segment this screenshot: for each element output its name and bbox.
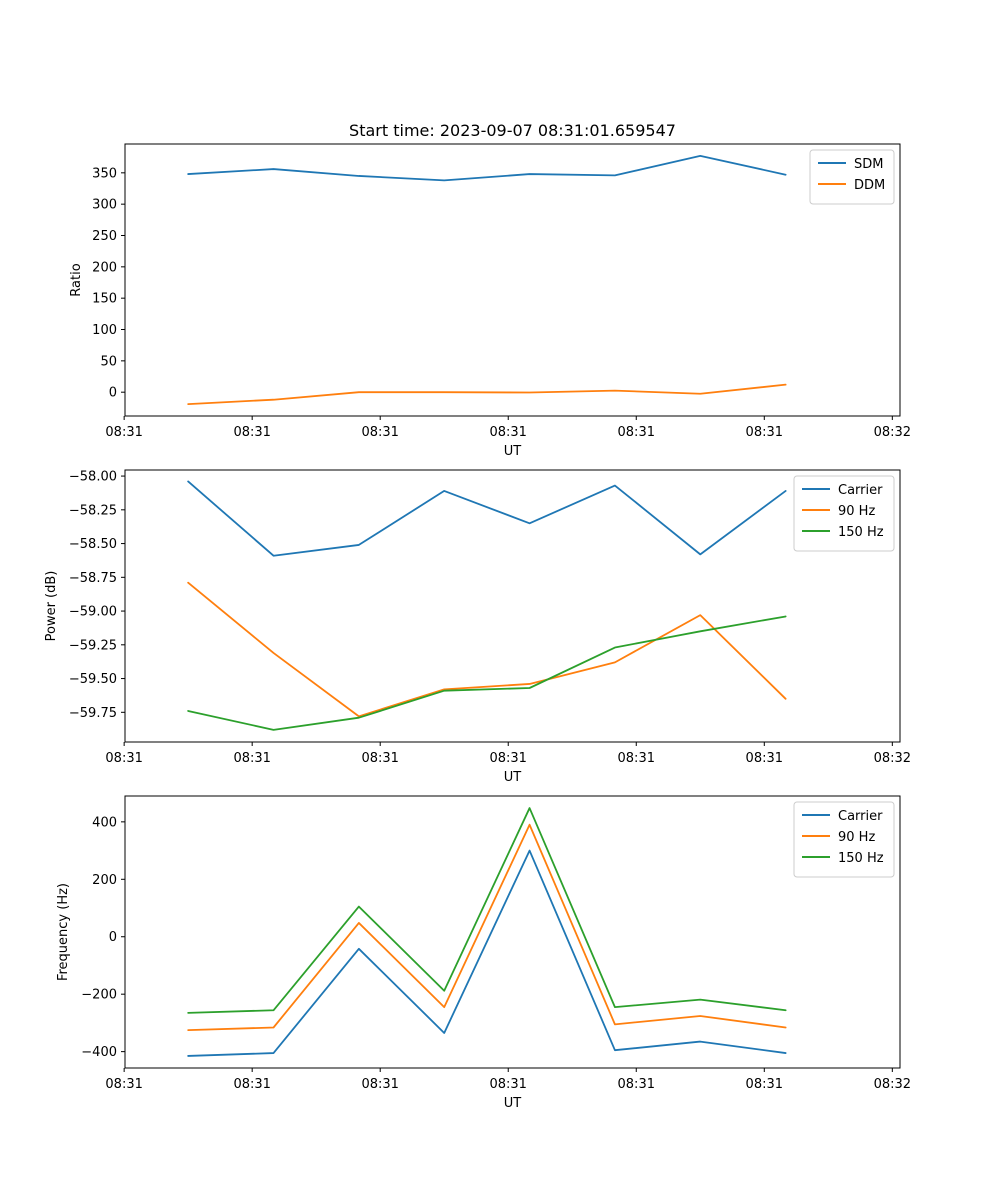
y-tick-label: 200: [92, 873, 117, 888]
legend-label: 150 Hz: [838, 851, 884, 866]
y-tick-label: 0: [109, 930, 117, 945]
x-tick-label: 08:32: [874, 425, 911, 440]
x-axis-label: UT: [504, 444, 522, 459]
x-tick-label: 08:31: [361, 425, 398, 440]
y-tick-label: −59.50: [69, 672, 117, 687]
x-tick-label: 08:31: [361, 751, 398, 766]
x-tick-label: 08:31: [105, 425, 142, 440]
series-line-90-hz: [187, 581, 787, 718]
legend: Carrier 90 Hz 150 Hz: [793, 801, 895, 878]
axes-frame: [124, 143, 901, 417]
y-tick-label: −59.75: [69, 706, 117, 721]
y-tick-label: −58.25: [69, 503, 117, 518]
chart-title: Start time: 2023-09-07 08:31:01.659547: [349, 121, 676, 140]
series-line-90-hz: [187, 823, 787, 1031]
y-tick-label: 100: [92, 323, 117, 338]
series-line-carrier: [187, 849, 787, 1057]
x-tick-label: 08:31: [489, 751, 526, 766]
series-line-carrier: [187, 480, 787, 557]
y-axis-label: Ratio: [69, 263, 84, 296]
x-tick-label: 08:31: [105, 751, 142, 766]
x-tick-label: 08:31: [361, 1077, 398, 1092]
legend-box: [793, 475, 895, 552]
x-axis-label: UT: [504, 770, 522, 785]
axes-frame: [124, 795, 901, 1069]
x-tick-label: 08:31: [233, 425, 270, 440]
legend-label: SDM: [854, 157, 883, 172]
axes-frame: [124, 469, 901, 743]
y-tick-label: 0: [109, 386, 117, 401]
x-tick-label: 08:31: [233, 1077, 270, 1092]
legend-label: 150 Hz: [838, 525, 884, 540]
x-tick-label: 08:31: [746, 751, 783, 766]
y-axis-label: Frequency (Hz): [56, 883, 71, 981]
x-tick-label: 08:32: [874, 1077, 911, 1092]
legend-label: Carrier: [838, 809, 883, 824]
x-tick-label: 08:31: [489, 1077, 526, 1092]
x-tick-label: 08:31: [618, 751, 655, 766]
y-tick-label: 50: [100, 354, 117, 369]
y-axis-label: Power (dB): [44, 571, 59, 642]
legend: Carrier 90 Hz 150 Hz: [793, 475, 895, 552]
y-tick-label: −400: [81, 1045, 117, 1060]
y-tick-label: −200: [81, 988, 117, 1003]
y-tick-label: 400: [92, 815, 117, 830]
x-tick-label: 08:31: [618, 1077, 655, 1092]
y-tick-label: 300: [92, 198, 117, 213]
y-tick-label: −58.50: [69, 537, 117, 552]
x-axis-label: UT: [504, 1096, 522, 1111]
series-line-150-hz: [187, 615, 787, 731]
y-tick-label: 150: [92, 292, 117, 307]
y-tick-label: 350: [92, 166, 117, 181]
x-tick-label: 08:31: [489, 425, 526, 440]
legend-label: 90 Hz: [838, 830, 875, 845]
x-tick-label: 08:31: [746, 425, 783, 440]
legend-label: DDM: [854, 178, 885, 193]
x-tick-label: 08:32: [874, 751, 911, 766]
chart-panel-1: 08:31 08:31 08:31 08:31 08:31 08:31 08:32 0 50 10…: [69, 121, 911, 459]
chart-panel-2: 08:31 08:31 08:31 08:31 08:31 08:31 08:32 −59.7…: [44, 469, 911, 785]
x-tick-label: 08:31: [105, 1077, 142, 1092]
y-tick-label: −59.25: [69, 638, 117, 653]
x-tick-label: 08:31: [618, 425, 655, 440]
y-tick-label: 250: [92, 229, 117, 244]
legend-label: 90 Hz: [838, 504, 875, 519]
y-tick-label: −58.00: [69, 470, 117, 485]
legend-label: Carrier: [838, 483, 883, 498]
y-tick-label: 200: [92, 260, 117, 275]
y-tick-label: −59.00: [69, 605, 117, 620]
series-line-ddm: [187, 383, 787, 405]
x-tick-label: 08:31: [233, 751, 270, 766]
y-tick-label: −58.75: [69, 571, 117, 586]
legend-box: [793, 801, 895, 878]
chart-panel-3: 08:31 08:31 08:31 08:31 08:31 08:31 08:32 −400 −…: [56, 795, 911, 1111]
series-line-150-hz: [187, 807, 787, 1014]
x-tick-label: 08:31: [746, 1077, 783, 1092]
legend: SDM DDM: [809, 149, 895, 205]
series-line-sdm: [187, 155, 787, 182]
